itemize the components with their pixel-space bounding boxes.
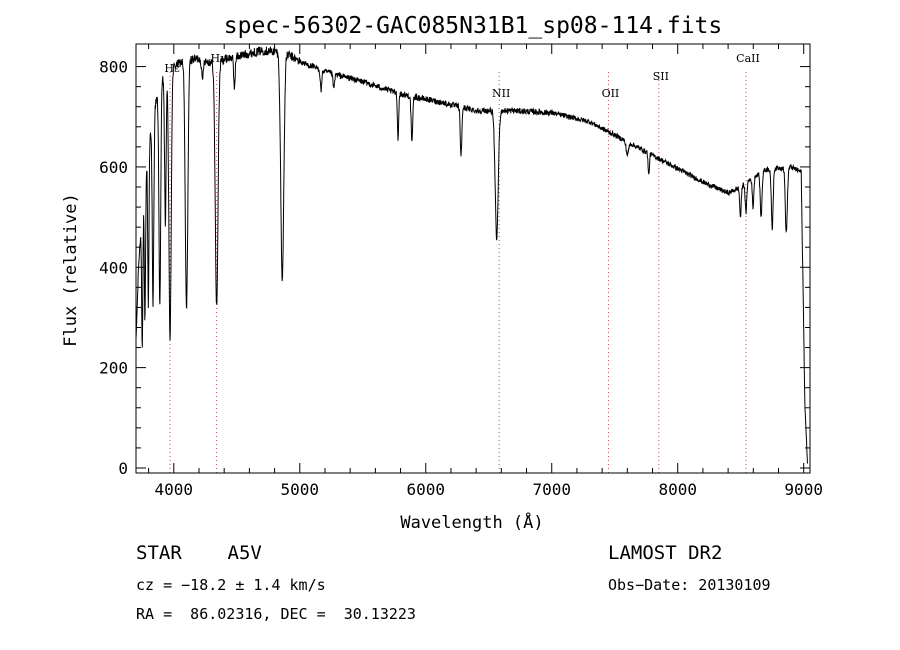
y-tick-label: 600 <box>99 158 128 177</box>
spectrum-chart: spec-56302-GAC085N31B1_sp08-114.fits HεH… <box>61 13 823 533</box>
observation-date: Obs−Date: 20130109 <box>608 576 771 594</box>
spectral-subclass: A5V <box>227 542 262 564</box>
spectrum-line <box>135 46 808 464</box>
survey-name: LAMOST DR2 <box>608 542 723 564</box>
x-tick-label: 5000 <box>281 480 320 499</box>
x-tick-label: 9000 <box>784 480 823 499</box>
line-marker-label: CaII <box>736 52 760 65</box>
object-class: STAR A5V <box>136 542 262 564</box>
y-tick-label: 800 <box>99 58 128 77</box>
class-label: STAR <box>136 542 182 564</box>
plot-frame <box>135 43 811 474</box>
x-tick-label: 4000 <box>155 480 194 499</box>
y-tick-label: 200 <box>99 359 128 378</box>
x-tick-label: 6000 <box>406 480 445 499</box>
redshift-velocity: cz = −18.2 ± 1.4 km/s <box>136 576 326 594</box>
chart-title: spec-56302-GAC085N31B1_sp08-114.fits <box>224 13 723 39</box>
y-tick-label: 0 <box>118 459 128 478</box>
x-tick-label: 8000 <box>658 480 697 499</box>
y-tick-label: 400 <box>99 258 128 277</box>
coordinates: RA = 86.02316, DEC = 30.13223 <box>136 605 416 623</box>
line-marker-label: OII <box>602 87 620 100</box>
axis-ticks: 4000 5000 6000 7000 8000 9000 0 200 400 600 800 <box>99 44 823 499</box>
line-marker-label: NII <box>492 87 510 100</box>
x-axis-label: Wavelength (Å) <box>400 511 543 533</box>
x-tick-label: 7000 <box>532 480 571 499</box>
y-axis-label: Flux (relative) <box>61 193 81 347</box>
line-marker-label: SII <box>653 70 669 83</box>
